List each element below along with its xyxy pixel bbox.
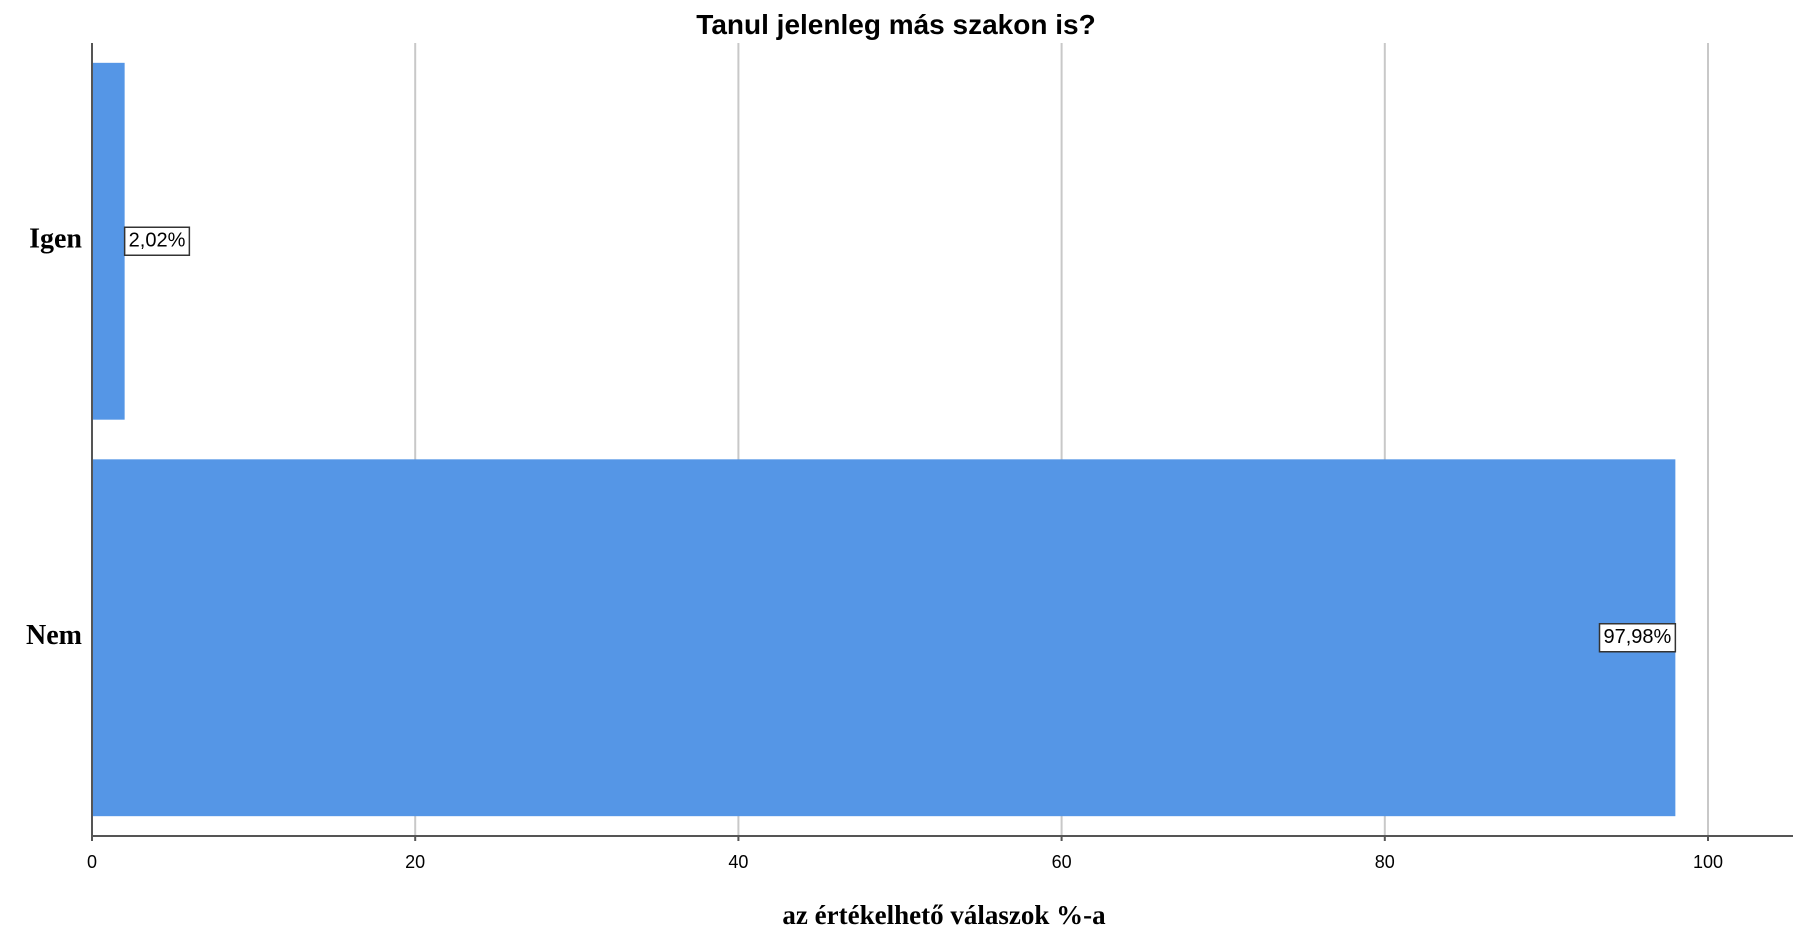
category-label-nem: Nem	[26, 620, 82, 651]
data-label-nem: 97,98%	[1598, 623, 1677, 653]
data-label-text: 2,02%	[129, 230, 186, 252]
x-tick-label-0: 0	[87, 852, 97, 872]
x-tick-label-60: 60	[1052, 852, 1072, 872]
bar-nem	[93, 459, 1676, 817]
x-tick-label-40: 40	[728, 852, 748, 872]
x-tick-label-20: 20	[405, 852, 425, 872]
category-labels: Igen Nem	[26, 224, 82, 652]
chart-title: Tanul jelenleg más szakon is?	[696, 9, 1095, 40]
data-label-igen: 2,02%	[123, 226, 191, 256]
bar-igen	[93, 62, 125, 420]
axes	[91, 43, 1793, 841]
bars	[93, 62, 1676, 817]
x-tick-labels: 0 20 40 60 80 100	[87, 852, 1723, 872]
data-label-box	[1598, 623, 1677, 653]
data-label-text: 97,98%	[1604, 626, 1672, 648]
x-axis-label: az értékelhető válaszok %-a	[782, 900, 1106, 930]
x-tick-label-80: 80	[1375, 852, 1395, 872]
x-tick-label-100: 100	[1693, 852, 1723, 872]
data-label-box	[123, 226, 191, 256]
category-label-igen: Igen	[29, 224, 82, 255]
data-labels: 2,02% 97,98%	[123, 226, 1677, 653]
